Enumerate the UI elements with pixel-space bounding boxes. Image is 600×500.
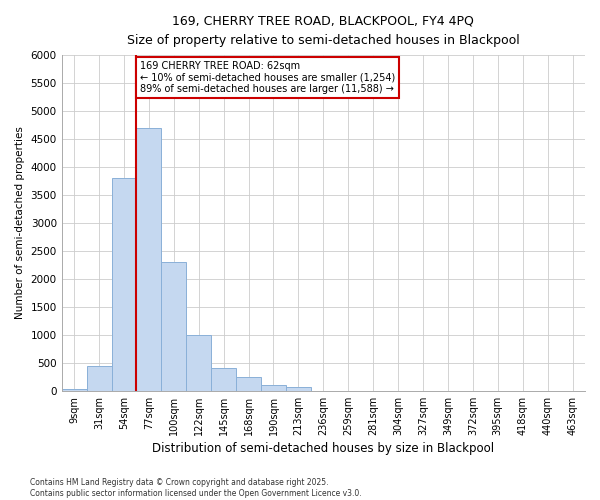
Title: 169, CHERRY TREE ROAD, BLACKPOOL, FY4 4PQ
Size of property relative to semi-deta: 169, CHERRY TREE ROAD, BLACKPOOL, FY4 4P…	[127, 15, 520, 47]
Bar	[236, 377, 261, 391]
Text: 169 CHERRY TREE ROAD: 62sqm
← 10% of semi-detached houses are smaller (1,254)
89: 169 CHERRY TREE ROAD: 62sqm ← 10% of sem…	[140, 60, 395, 94]
Bar	[211, 368, 236, 391]
Bar	[136, 128, 161, 391]
Bar	[261, 385, 286, 391]
Bar	[86, 366, 112, 391]
Bar	[161, 262, 186, 391]
Bar	[112, 178, 136, 391]
Bar	[186, 335, 211, 391]
Bar	[286, 387, 311, 391]
Y-axis label: Number of semi-detached properties: Number of semi-detached properties	[15, 126, 25, 320]
X-axis label: Distribution of semi-detached houses by size in Blackpool: Distribution of semi-detached houses by …	[152, 442, 494, 455]
Bar	[62, 389, 86, 391]
Text: Contains HM Land Registry data © Crown copyright and database right 2025.
Contai: Contains HM Land Registry data © Crown c…	[30, 478, 362, 498]
